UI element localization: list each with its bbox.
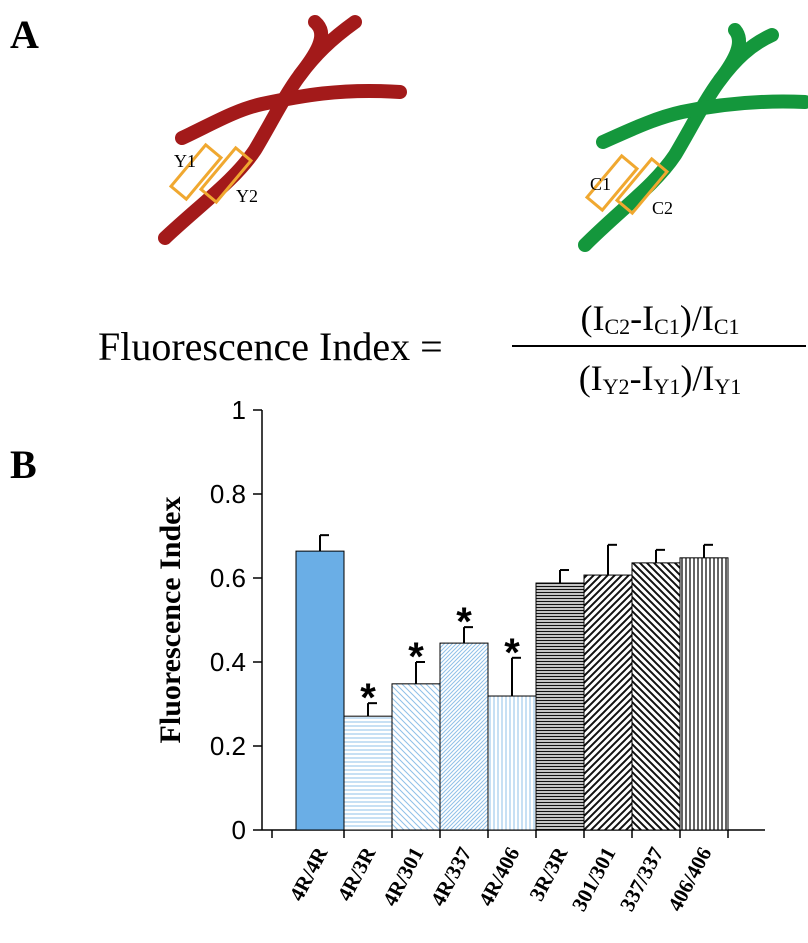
bar: [295, 550, 345, 831]
y-tick-label: 1: [232, 395, 246, 425]
x-tick-label: 3R/3R: [524, 842, 572, 904]
panel-label: B: [10, 442, 37, 487]
bar: [679, 557, 729, 831]
y-tick-label: 0.2: [210, 731, 246, 761]
bar: [343, 715, 393, 831]
roi-label: C2: [652, 198, 673, 218]
neuron-red: [158, 15, 407, 245]
significance-mark: *: [504, 631, 520, 675]
significance-mark: *: [408, 635, 424, 679]
bar: [583, 574, 633, 831]
y-axis-label: Fluorescence Index: [154, 497, 187, 744]
subscript: C1: [654, 314, 680, 339]
bar: [439, 642, 489, 831]
bar: [535, 582, 585, 831]
y-tick-label: 0.8: [210, 479, 246, 509]
roi-box: [168, 142, 670, 216]
significance-mark: *: [360, 676, 376, 720]
y-tick-label: 0.6: [210, 563, 246, 593]
x-tick-label: 4R/337: [426, 843, 477, 910]
x-tick-label: 337/337: [615, 843, 669, 915]
formula-text: )/I: [680, 358, 714, 398]
bar-chart: 0 0.2 0.4 0.6 0.8 1 4R/4R * 4R/3R * 4R/301 * 4R/337 *…: [210, 395, 765, 915]
x-tick-label: 4R/4R: [284, 842, 332, 904]
significance-mark: *: [456, 600, 472, 644]
formula-text: (I: [580, 298, 604, 338]
bar: [487, 695, 537, 831]
formula-text: )/I: [680, 298, 714, 338]
roi-label: C1: [590, 174, 611, 194]
subscript: C2: [604, 314, 630, 339]
formula-denominator: (IY2-IY1)/IY1: [579, 358, 742, 399]
subscript: Y2: [603, 374, 630, 399]
subscript: C1: [714, 314, 740, 339]
x-tick-label: 406/406: [663, 843, 717, 915]
subscript: Y1: [654, 374, 681, 399]
subscript: Y1: [714, 374, 741, 399]
bar: [631, 562, 681, 831]
formula-text: -I: [630, 298, 654, 338]
x-tick-label: 301/301: [567, 843, 621, 915]
x-tick-label: 4R/301: [378, 843, 429, 910]
y-tick-label: 0: [232, 815, 246, 845]
roi-label: Y1: [174, 151, 196, 171]
roi-label: Y2: [236, 186, 258, 206]
x-tick-label: 4R/406: [474, 843, 525, 910]
panel-label: A: [10, 12, 39, 57]
bar: [391, 683, 441, 831]
formula-text: -I: [630, 358, 654, 398]
formula-numerator: (IC2-IC1)/IC1: [580, 298, 739, 339]
y-tick-label: 0.4: [210, 647, 246, 677]
neuron-green: [578, 23, 808, 252]
formula-text: (I: [579, 358, 603, 398]
x-tick-label: 4R/3R: [332, 842, 380, 904]
formula-lhs: Fluorescence Index =: [98, 324, 443, 369]
